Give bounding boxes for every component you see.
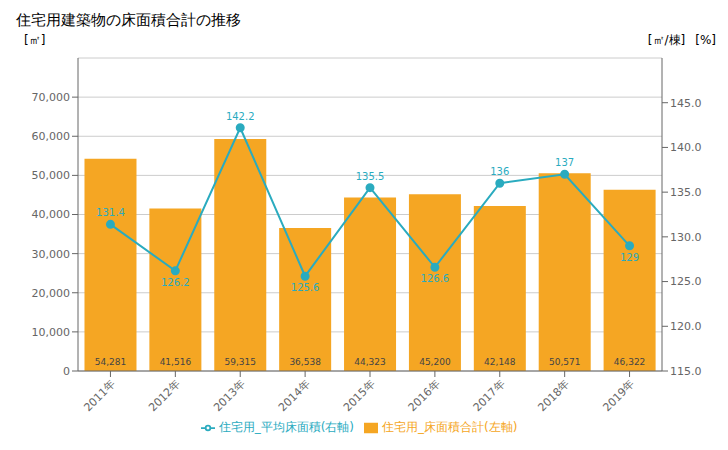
svg-text:125.6: 125.6 bbox=[291, 282, 320, 293]
svg-text:2011年: 2011年 bbox=[81, 377, 118, 414]
svg-text:50,000: 50,000 bbox=[32, 169, 71, 182]
svg-text:131.4: 131.4 bbox=[96, 207, 125, 218]
svg-text:2015年: 2015年 bbox=[341, 377, 378, 414]
svg-text:115.0: 115.0 bbox=[670, 365, 702, 378]
html-text:[㎡/棟]: [㎡/棟] bbox=[647, 33, 686, 47]
svg-text:126.2: 126.2 bbox=[161, 277, 190, 288]
svg-text:2013年: 2013年 bbox=[211, 377, 248, 414]
html-text:住宅用建築物の床面積合計の推移: 住宅用建築物の床面積合計の推移 bbox=[16, 11, 241, 29]
svg-text:2017年: 2017年 bbox=[471, 377, 508, 414]
svg-text:70,000: 70,000 bbox=[32, 91, 71, 104]
svg-text:40,000: 40,000 bbox=[32, 208, 71, 221]
svg-text:2016年: 2016年 bbox=[406, 377, 443, 414]
svg-text:54,281: 54,281 bbox=[95, 357, 127, 367]
svg-text:126.6: 126.6 bbox=[421, 273, 450, 284]
svg-text:2014年: 2014年 bbox=[276, 377, 313, 414]
svg-text:136: 136 bbox=[490, 166, 509, 177]
html-text:住宅用_床面積合計(左軸): 住宅用_床面積合計(左軸) bbox=[382, 420, 518, 434]
svg-text:46,322: 46,322 bbox=[614, 357, 646, 367]
svg-text:135.5: 135.5 bbox=[356, 171, 385, 182]
svg-text:2018年: 2018年 bbox=[536, 377, 573, 414]
svg-text:129: 129 bbox=[620, 252, 639, 263]
svg-text:50,571: 50,571 bbox=[549, 357, 581, 367]
svg-text:10,000: 10,000 bbox=[32, 326, 71, 339]
svg-text:120.0: 120.0 bbox=[670, 320, 702, 333]
svg-text:125.0: 125.0 bbox=[670, 275, 702, 288]
svg-text:60,000: 60,000 bbox=[32, 130, 71, 143]
svg-text:2019年: 2019年 bbox=[600, 377, 637, 414]
svg-text:137: 137 bbox=[555, 157, 574, 168]
svg-text:140.0: 140.0 bbox=[670, 141, 702, 154]
svg-text:42,148: 42,148 bbox=[484, 357, 516, 367]
svg-text:36,538: 36,538 bbox=[289, 357, 321, 367]
svg-text:0: 0 bbox=[63, 365, 70, 378]
svg-text:130.0: 130.0 bbox=[670, 231, 702, 244]
svg-text:20,000: 20,000 bbox=[32, 287, 71, 300]
svg-text:45,200: 45,200 bbox=[419, 357, 451, 367]
svg-text:142.2: 142.2 bbox=[226, 111, 255, 122]
svg-text:145.0: 145.0 bbox=[670, 97, 702, 110]
svg-text:135.0: 135.0 bbox=[670, 186, 702, 199]
svg-text:44,323: 44,323 bbox=[354, 357, 386, 367]
svg-text:30,000: 30,000 bbox=[32, 248, 71, 261]
svg-text:2012年: 2012年 bbox=[146, 377, 183, 414]
svg-text:59,315: 59,315 bbox=[225, 357, 257, 367]
svg-text:41,516: 41,516 bbox=[160, 357, 192, 367]
html-text:住宅用_平均床面積(右軸): 住宅用_平均床面積(右軸) bbox=[218, 420, 354, 434]
